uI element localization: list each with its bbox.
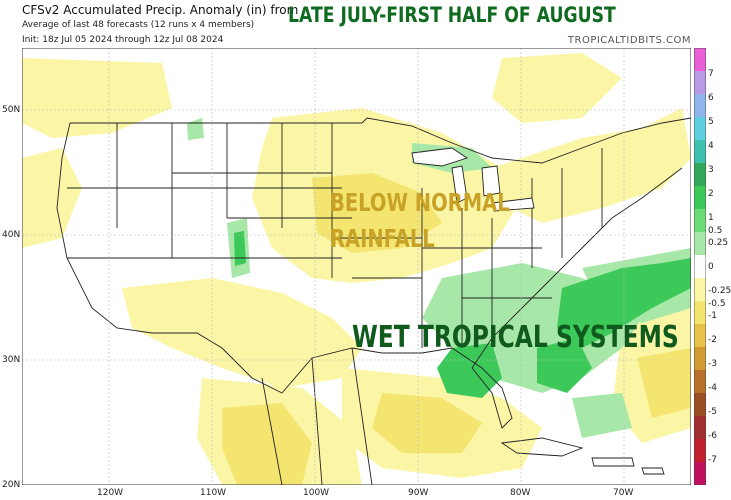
lat-label-20n: 20N xyxy=(2,480,21,490)
lon-label-100w: 100W xyxy=(303,488,330,498)
precip-anomaly-map xyxy=(22,48,691,485)
colorbar-label: -7 xyxy=(708,455,717,465)
wet-anomaly-strong xyxy=(234,231,691,398)
dry-anomaly-core xyxy=(222,173,691,485)
init-time: Init: 18z Jul 05 2024 through 12z Jul 08… xyxy=(22,35,224,45)
map-subtitle: Average of last 48 forecasts (12 runs x … xyxy=(22,20,255,30)
colorbar-label: 7 xyxy=(708,69,714,79)
map-title: CFSv2 Accumulated Precip. Anomaly (in) f… xyxy=(22,3,299,17)
colorbar-label: 3 xyxy=(708,165,714,175)
colorbar-label: 5 xyxy=(708,117,714,127)
colorbar-label: -5 xyxy=(708,407,717,417)
colorbar-label: -0.5 xyxy=(708,299,726,309)
colorbar-label: 0.25 xyxy=(708,238,729,248)
lon-label-80w: 80W xyxy=(510,488,531,498)
below-normal-annotation: BELOW NORMAL RAINFALL xyxy=(330,185,510,257)
lat-label-40n: 40N xyxy=(2,230,21,240)
colorbar-label: 1 xyxy=(708,213,714,223)
brand-watermark: TROPICALTIDBITS.COM xyxy=(567,35,691,46)
lon-label-90w: 90W xyxy=(408,488,429,498)
colorbar-label: 2 xyxy=(708,189,714,199)
lon-label-110w: 110W xyxy=(200,488,227,498)
lon-label-120w: 120W xyxy=(97,488,124,498)
political-borders xyxy=(56,117,691,485)
lon-label-70w: 70W xyxy=(613,488,634,498)
great-lakes xyxy=(411,147,535,212)
colorbar-label: -3 xyxy=(708,359,717,369)
colorbar-label: -2 xyxy=(708,335,717,345)
colorbar-label: 4 xyxy=(708,141,714,151)
lat-label-50n: 50N xyxy=(2,105,21,115)
colorbar-label: -0.25 xyxy=(708,286,731,296)
graticule xyxy=(22,48,691,485)
colorbar-label: 0.5 xyxy=(708,226,723,236)
caribbean-islands xyxy=(500,437,665,475)
colorbar-label: 6 xyxy=(708,93,714,103)
colorbar-label: 0 xyxy=(708,262,714,272)
colorbar xyxy=(694,48,706,485)
below-normal-line1: BELOW NORMAL xyxy=(330,188,510,217)
below-normal-line2: RAINFALL xyxy=(330,224,435,253)
headline-overlay: LATE JULY-FIRST HALF OF AUGUST xyxy=(288,3,616,27)
header: CFSv2 Accumulated Precip. Anomaly (in) f… xyxy=(0,0,731,48)
wet-tropical-annotation: WET TROPICAL SYSTEMS xyxy=(352,320,679,355)
colorbar-label: -4 xyxy=(708,383,717,393)
colorbar-label: -6 xyxy=(708,431,717,441)
lat-label-30n: 30N xyxy=(2,355,21,365)
colorbar-label: -1 xyxy=(708,311,717,321)
